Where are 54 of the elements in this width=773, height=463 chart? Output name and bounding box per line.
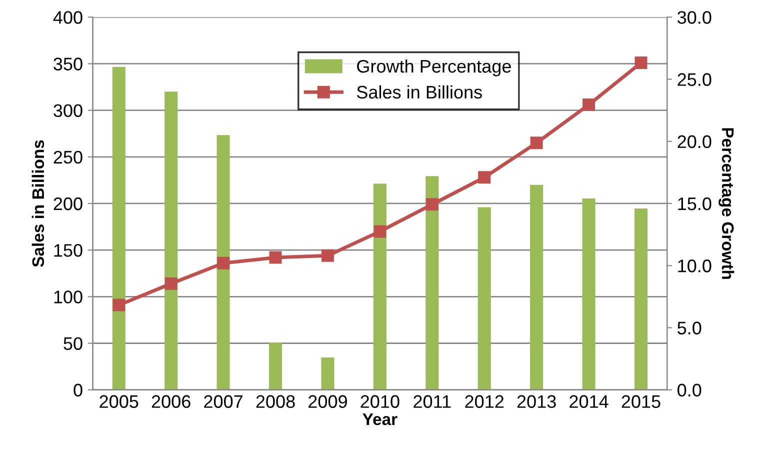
x-axis-title: Year	[362, 414, 398, 426]
x-tick-label: 2009	[308, 395, 347, 408]
y-tick-label: 200	[54, 197, 82, 210]
bar	[268, 342, 282, 390]
x-tick-label: 2012	[465, 395, 504, 408]
x-tick-label: 2010	[360, 395, 400, 408]
bar	[112, 66, 126, 390]
bar	[426, 176, 439, 390]
y2-tick-label: 20.0	[678, 135, 712, 148]
bar	[478, 207, 491, 390]
bar	[321, 358, 334, 390]
x-tick-label: 2015	[622, 395, 660, 408]
x-tick-label: 2014	[570, 395, 608, 408]
y-tick-label: 150	[54, 244, 82, 257]
y-tick-label: 0	[74, 384, 82, 397]
point	[530, 136, 543, 150]
y2-tick-label: 15.0	[678, 197, 712, 210]
bar	[216, 135, 230, 390]
y2-tick-label: 30.0	[678, 11, 712, 24]
x-tick-label: 2007	[204, 395, 242, 408]
y-tick-label: 100	[54, 290, 82, 304]
x-tick-label: 2011	[414, 395, 451, 408]
legend-label: Sales in Billions	[356, 85, 482, 99]
y2-tick-label: 10.0	[678, 260, 712, 272]
point	[374, 225, 386, 238]
point	[582, 98, 596, 111]
y-tick-label: 400	[53, 11, 82, 24]
bar	[530, 184, 544, 390]
y-tick-label: 250	[54, 150, 82, 164]
x-tick-label: 2008	[256, 395, 295, 408]
bar	[373, 184, 386, 390]
bar	[164, 92, 178, 390]
y-tick-label: 50	[64, 337, 82, 350]
point	[426, 198, 438, 211]
point	[269, 251, 282, 264]
y-tick-label: 300	[54, 104, 82, 118]
x-tick-label: 2013	[517, 395, 556, 408]
x-tick-label: 2005	[100, 395, 138, 408]
point	[164, 277, 178, 290]
bar	[582, 198, 596, 390]
point	[217, 256, 230, 270]
point	[112, 298, 126, 312]
y2-tick-label: 0.0	[678, 384, 702, 397]
legend-label: Growth Percentage	[357, 59, 511, 76]
y2-tick-label: 5.0	[678, 322, 702, 334]
point	[321, 249, 334, 262]
y-axis-title: Sales in Billions	[32, 140, 44, 267]
y-tick-label: 350	[54, 58, 82, 70]
y2-axis-title: Percentage Growth	[718, 128, 734, 279]
bar	[634, 208, 648, 390]
point	[634, 56, 648, 70]
x-tick-label: 2006	[152, 395, 190, 408]
y2-tick-label: 25.0	[678, 73, 712, 86]
point	[478, 171, 491, 184]
